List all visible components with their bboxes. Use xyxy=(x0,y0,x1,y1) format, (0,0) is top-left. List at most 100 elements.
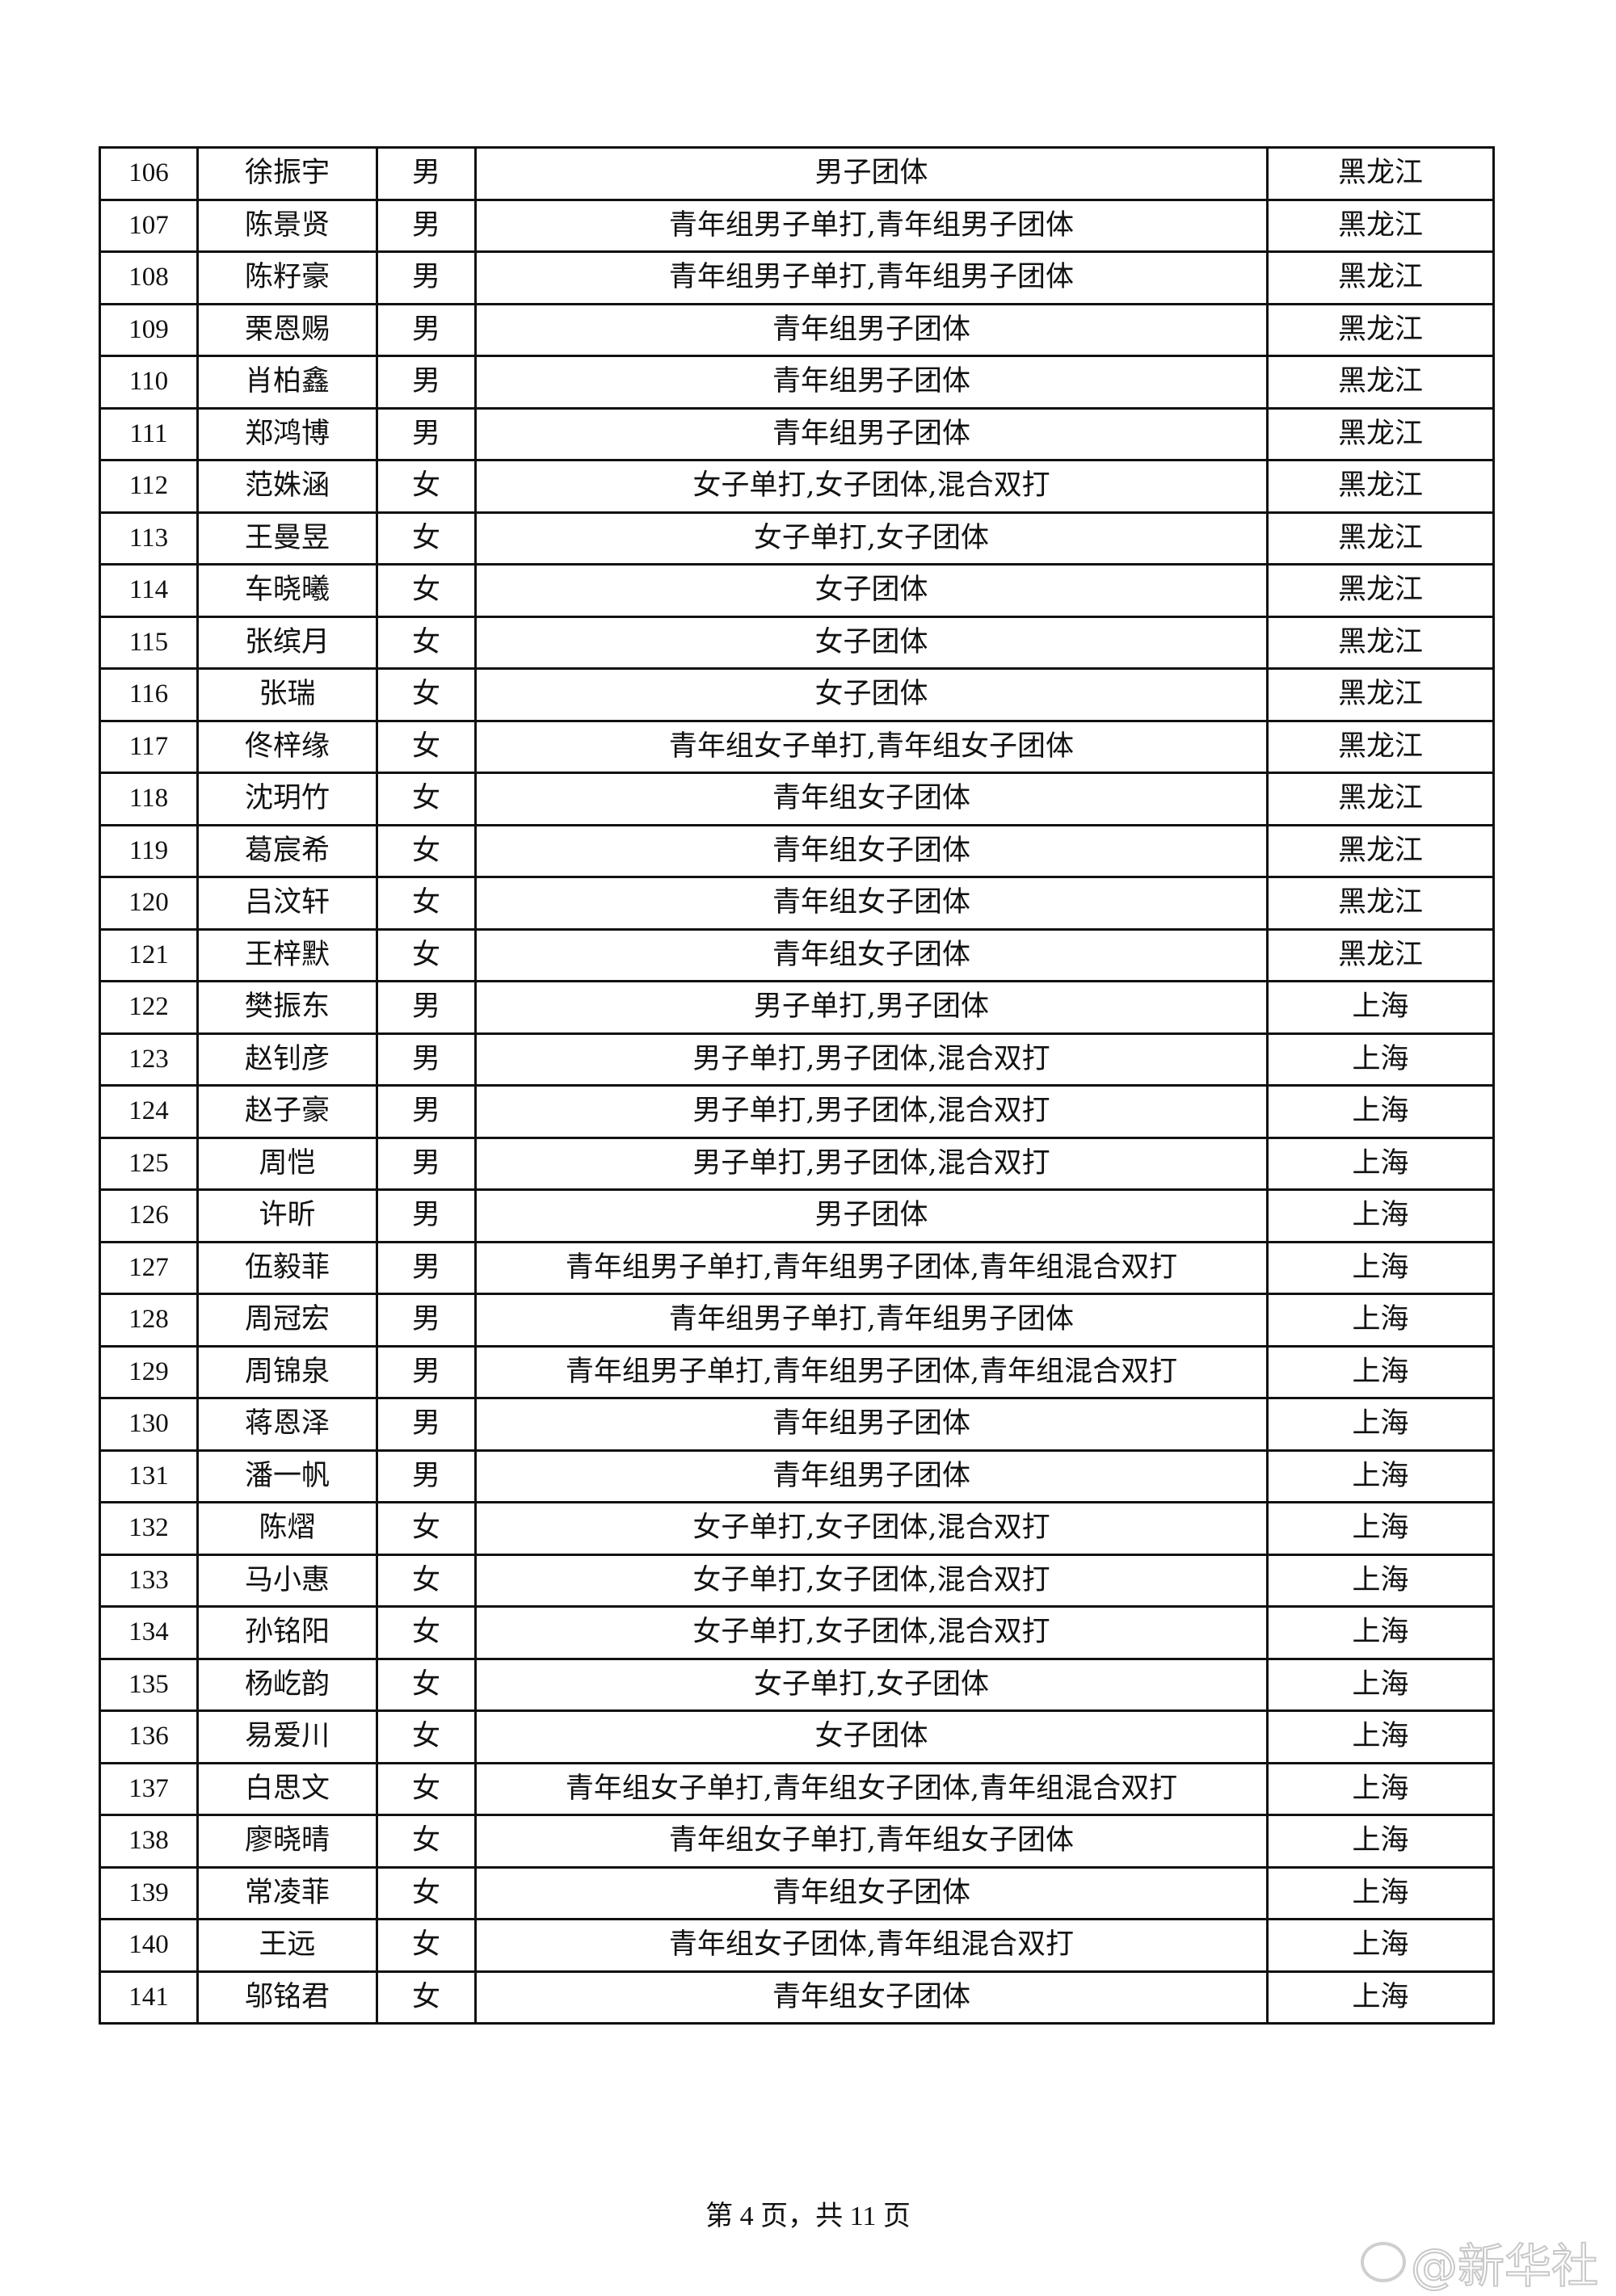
table-row: 126 许昕男男子团体 上海 xyxy=(99,1188,1495,1243)
player-team: 黑龙江 xyxy=(1266,927,1495,982)
player-gender: 女 xyxy=(376,772,477,826)
player-team: 上海 xyxy=(1266,1709,1495,1764)
player-name: 陈熠 xyxy=(196,1501,378,1556)
row-number: 115 xyxy=(99,615,199,670)
player-name: 邬铭君 xyxy=(196,1970,378,2025)
player-events: 青年组女子团体 xyxy=(474,876,1269,931)
table-row: 112 范姝涵女女子单打,女子团体,混合双打 黑龙江 xyxy=(99,459,1495,514)
player-team: 黑龙江 xyxy=(1266,772,1495,826)
player-gender: 男 xyxy=(376,302,477,357)
player-events: 男子单打,男子团体 xyxy=(474,980,1269,1035)
player-name: 廖晓晴 xyxy=(196,1814,378,1869)
table-row: 106 徐振宇男男子团体 黑龙江 xyxy=(99,146,1495,201)
player-name: 栗恩赐 xyxy=(196,302,378,357)
row-number: 130 xyxy=(99,1397,199,1452)
player-name: 赵子豪 xyxy=(196,1084,378,1139)
row-number: 140 xyxy=(99,1918,199,1973)
table-row: 135 杨屹韵女女子单打,女子团体 上海 xyxy=(99,1657,1495,1712)
player-gender: 女 xyxy=(376,1814,477,1869)
player-team: 上海 xyxy=(1266,1136,1495,1191)
player-gender: 女 xyxy=(376,1605,477,1660)
player-team: 黑龙江 xyxy=(1266,823,1495,878)
row-number: 110 xyxy=(99,355,199,410)
table-row: 119 葛宸希女青年组女子团体 黑龙江 xyxy=(99,823,1495,878)
player-name: 赵钊彦 xyxy=(196,1032,378,1087)
player-gender: 男 xyxy=(376,406,477,461)
page-number: 第 4 页，共 11 页 xyxy=(705,2201,911,2231)
table-row: 121 王梓默女青年组女子团体 黑龙江 xyxy=(99,927,1495,982)
player-team: 上海 xyxy=(1266,1970,1495,2025)
player-events: 女子单打,女子团体,混合双打 xyxy=(474,1605,1269,1660)
player-events: 青年组男子团体 xyxy=(474,355,1269,410)
table-row: 129 周锦泉男青年组男子单打,青年组男子团体,青年组混合双打 上海 xyxy=(99,1344,1495,1399)
player-gender: 男 xyxy=(376,1344,477,1399)
player-team: 黑龙江 xyxy=(1266,250,1495,305)
table-row: 137 白思文女青年组女子单打,青年组女子团体,青年组混合双打 上海 xyxy=(99,1761,1495,1816)
player-name: 陈籽豪 xyxy=(196,250,378,305)
player-gender: 男 xyxy=(376,1397,477,1452)
player-team: 上海 xyxy=(1266,1918,1495,1973)
row-number: 134 xyxy=(99,1605,199,1660)
row-number: 120 xyxy=(99,876,199,931)
row-number: 129 xyxy=(99,1344,199,1399)
table-row: 141 邬铭君女青年组女子团体 上海 xyxy=(99,1970,1495,2025)
row-number: 123 xyxy=(99,1032,199,1087)
player-team: 上海 xyxy=(1266,1397,1495,1452)
table-row: 125 周恺男男子单打,男子团体,混合双打 上海 xyxy=(99,1136,1495,1191)
row-number: 119 xyxy=(99,823,199,878)
player-name: 孙铭阳 xyxy=(196,1605,378,1660)
player-events: 青年组女子团体 xyxy=(474,823,1269,878)
player-gender: 男 xyxy=(376,1032,477,1087)
table-row: 113 王曼昱女女子单打,女子团体 黑龙江 xyxy=(99,511,1495,566)
row-number: 113 xyxy=(99,511,199,566)
player-team: 上海 xyxy=(1266,1240,1495,1295)
player-gender: 男 xyxy=(376,198,477,253)
player-name: 沈玥竹 xyxy=(196,772,378,826)
player-team: 上海 xyxy=(1266,1814,1495,1869)
table-row: 111 郑鸿博男青年组男子团体 黑龙江 xyxy=(99,406,1495,461)
player-name: 马小惠 xyxy=(196,1553,378,1608)
table-row: 123 赵钊彦男男子单打,男子团体,混合双打 上海 xyxy=(99,1032,1495,1087)
player-gender: 女 xyxy=(376,1918,477,1973)
player-team: 上海 xyxy=(1266,1188,1495,1243)
player-gender: 女 xyxy=(376,823,477,878)
row-number: 137 xyxy=(99,1761,199,1816)
player-team: 黑龙江 xyxy=(1266,302,1495,357)
player-name: 王梓默 xyxy=(196,927,378,982)
row-number: 117 xyxy=(99,719,199,774)
player-name: 许昕 xyxy=(196,1188,378,1243)
row-number: 107 xyxy=(99,198,199,253)
player-events: 女子单打,女子团体,混合双打 xyxy=(474,1553,1269,1608)
player-events: 女子单打,女子团体 xyxy=(474,511,1269,566)
player-name: 杨屹韵 xyxy=(196,1657,378,1712)
weibo-icon xyxy=(1360,2242,1406,2282)
row-number: 121 xyxy=(99,927,199,982)
player-team: 上海 xyxy=(1266,1865,1495,1920)
row-number: 136 xyxy=(99,1709,199,1764)
table-row: 115 张缤月女女子团体 黑龙江 xyxy=(99,615,1495,670)
player-team: 上海 xyxy=(1266,980,1495,1035)
table-row: 118 沈玥竹女青年组女子团体 黑龙江 xyxy=(99,772,1495,826)
table-row: 117 佟梓缘女青年组女子单打,青年组女子团体 黑龙江 xyxy=(99,719,1495,774)
player-gender: 男 xyxy=(376,1240,477,1295)
player-gender: 男 xyxy=(376,1084,477,1139)
player-events: 男子单打,男子团体,混合双打 xyxy=(474,1136,1269,1191)
player-team: 上海 xyxy=(1266,1605,1495,1660)
row-number: 126 xyxy=(99,1188,199,1243)
player-gender: 女 xyxy=(376,1709,477,1764)
row-number: 132 xyxy=(99,1501,199,1556)
table-row: 132 陈熠女女子单打,女子团体,混合双打 上海 xyxy=(99,1501,1495,1556)
player-gender: 女 xyxy=(376,563,477,618)
player-gender: 男 xyxy=(376,1449,477,1503)
table-row: 140 王远女青年组女子团体,青年组混合双打 上海 xyxy=(99,1918,1495,1973)
player-name: 吕汶轩 xyxy=(196,876,378,931)
player-team: 上海 xyxy=(1266,1761,1495,1816)
player-events: 女子团体 xyxy=(474,667,1269,722)
player-events: 青年组男子单打,青年组男子团体 xyxy=(474,250,1269,305)
player-team: 上海 xyxy=(1266,1084,1495,1139)
player-name: 潘一帆 xyxy=(196,1449,378,1503)
player-name: 佟梓缘 xyxy=(196,719,378,774)
player-events: 青年组女子团体 xyxy=(474,927,1269,982)
player-gender: 女 xyxy=(376,1761,477,1816)
player-gender: 男 xyxy=(376,250,477,305)
